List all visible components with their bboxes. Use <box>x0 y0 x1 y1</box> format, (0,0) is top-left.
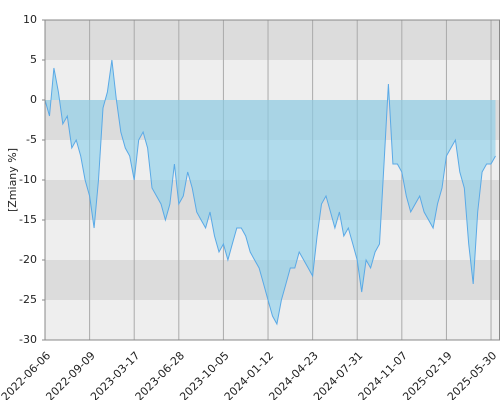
y-tick-label: -25 <box>19 293 37 306</box>
area <box>45 60 496 324</box>
band <box>45 20 500 60</box>
y-tick-label: 0 <box>30 93 37 106</box>
y-tick-label: 5 <box>30 53 37 66</box>
y-tick-label: -30 <box>19 333 37 346</box>
y-tick-label: -10 <box>19 173 37 186</box>
y-tick-label: -20 <box>19 253 37 266</box>
y-tick-label: -15 <box>19 213 37 226</box>
y-axis-label: [Zmiany %] <box>6 148 19 212</box>
y-tick-label: 10 <box>23 13 37 26</box>
line <box>44 59 496 326</box>
y-tick-label: -5 <box>26 133 37 146</box>
